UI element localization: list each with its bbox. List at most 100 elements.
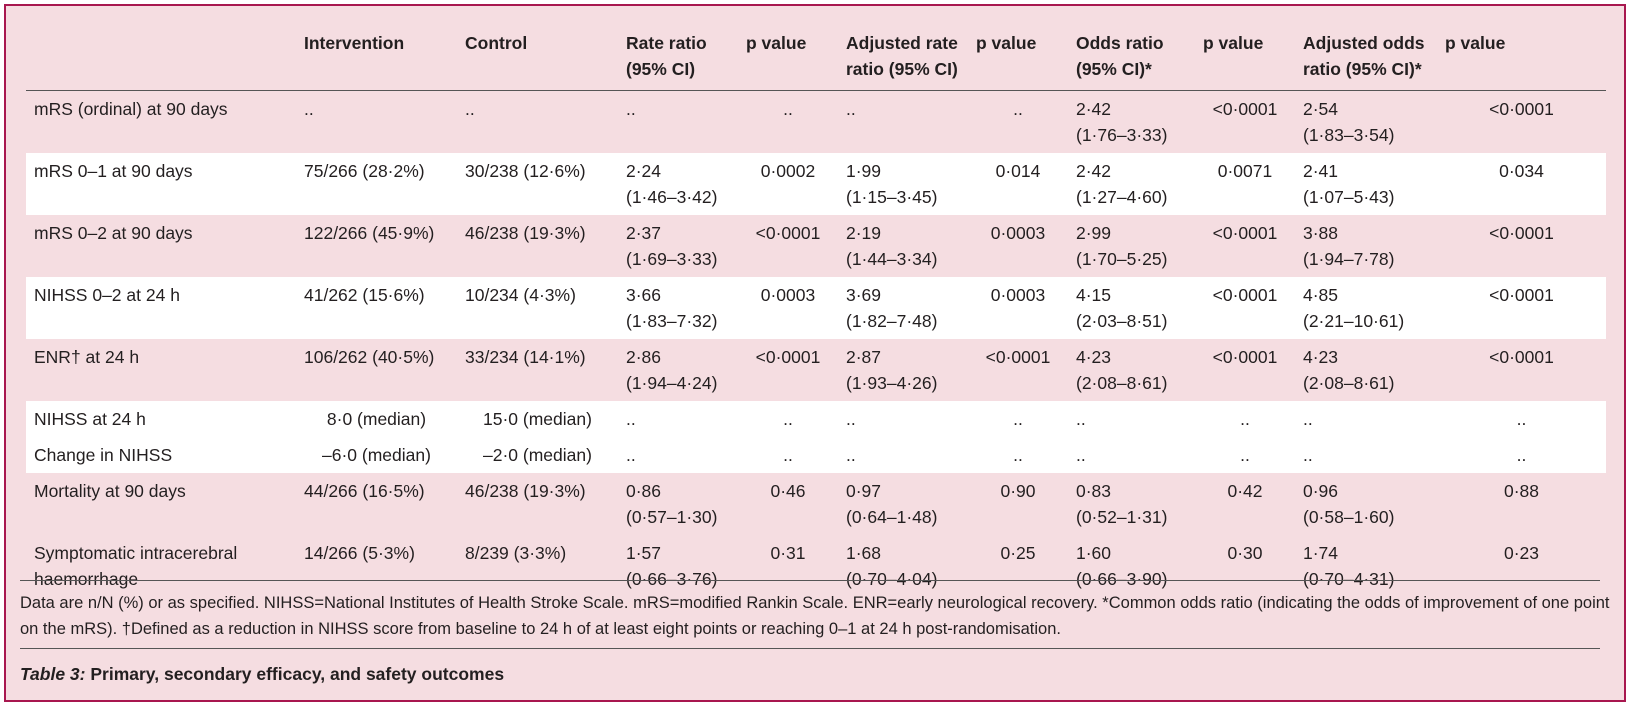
- cell-rr-p-value: 0·31: [770, 543, 806, 563]
- header-control: Control: [457, 14, 618, 91]
- cell-outcome: mRS 0–1 at 90 days: [26, 153, 296, 215]
- cell-rate-ratio: 2·24 (1·46–3·42): [618, 153, 738, 215]
- cell-control: 8/239 (3·3%): [465, 543, 567, 563]
- cell-rr-p-value: 0·0002: [738, 153, 838, 215]
- cell-outcome: Symptomatic intracerebral haemorrhage: [34, 543, 238, 589]
- table-row: ENR† at 24 h 106/262 (40·5%) 33/234 (14·1%…: [26, 339, 1606, 401]
- cell-aor-p-value: ..: [1437, 401, 1606, 437]
- cell-arr-p-value: 0·25: [1000, 543, 1036, 563]
- header-rate-ratio: Rate ratio (95% CI): [618, 14, 738, 91]
- cell-rate-ratio: 1·57 (0·66–3·76): [626, 543, 718, 589]
- cell-outcome: mRS (ordinal) at 90 days: [34, 99, 228, 119]
- header-rr-p-value: p value: [738, 14, 838, 91]
- cell-intervention: 41/262 (15·6%): [296, 277, 457, 339]
- table-row: mRS 0–1 at 90 days 75/266 (28·2%) 30/238 (…: [26, 153, 1606, 215]
- cell-outcome: Change in NIHSS: [26, 437, 296, 473]
- cell-arr-p-value: 0·0003: [990, 223, 1046, 243]
- cell-odds-ratio: 2·42 (1·76–3·33): [1076, 99, 1168, 145]
- cell-adjusted-rate-ratio: 1·68 (0·70–4·04): [846, 543, 938, 589]
- cell-rr-p-value: ..: [783, 99, 793, 119]
- cell-rate-ratio: ..: [626, 99, 636, 119]
- cell-rate-ratio: 2·86 (1·94–4·24): [626, 347, 718, 393]
- cell-outcome: Mortality at 90 days: [34, 481, 186, 501]
- cell-aor-p-value: <0·0001: [1489, 347, 1554, 367]
- cell-aor-p-value: 0·23: [1503, 543, 1540, 563]
- header-adjusted-rate-ratio: Adjusted rate ratio (95% CI): [838, 14, 968, 91]
- cell-control: 30/238 (12·6%): [457, 153, 618, 215]
- cell-control: 46/238 (19·3%): [465, 481, 586, 501]
- cell-adjusted-odds-ratio: ..: [1295, 401, 1437, 437]
- cell-arr-p-value: ..: [1013, 99, 1023, 119]
- table-row: NIHSS 0–2 at 24 h 41/262 (15·6%) 10/234 (4…: [26, 277, 1606, 339]
- cell-rr-p-value: ..: [738, 401, 838, 437]
- cell-adjusted-rate-ratio: 2·19 (1·44–3·34): [846, 223, 938, 269]
- cell-arr-p-value: 0·90: [1000, 481, 1036, 501]
- cell-odds-ratio: 1·60 (0·66–3·90): [1076, 543, 1168, 589]
- cell-control: ..: [465, 99, 475, 119]
- cell-rr-p-value: <0·0001: [755, 223, 821, 243]
- cell-control: –2·0 (median): [457, 437, 618, 473]
- caption-rule: [20, 648, 1600, 649]
- header-row: Intervention Control Rate ratio (95% CI) …: [26, 14, 1606, 91]
- cell-odds-ratio: ..: [1068, 401, 1195, 437]
- cell-rate-ratio: ..: [618, 401, 738, 437]
- cell-rate-ratio: 0·86 (0·57–1·30): [626, 481, 718, 527]
- table-row: Change in NIHSS –6·0 (median) –2·0 (median…: [26, 437, 1606, 473]
- cell-adjusted-odds-ratio: ..: [1295, 437, 1437, 473]
- cell-adjusted-rate-ratio: ..: [838, 437, 968, 473]
- cell-rr-p-value: <0·0001: [755, 347, 821, 367]
- cell-odds-ratio: 2·99 (1·70–5·25): [1076, 223, 1168, 269]
- cell-adjusted-rate-ratio: 1·99 (1·15–3·45): [838, 153, 968, 215]
- cell-outcome: mRS 0–2 at 90 days: [34, 223, 193, 243]
- caption-number: Table 3:: [20, 664, 86, 684]
- cell-adjusted-odds-ratio: 2·54 (1·83–3·54): [1303, 99, 1395, 145]
- header-odds-ratio: Odds ratio (95% CI)*: [1068, 14, 1195, 91]
- cell-odds-ratio: 4·15 (2·03–8·51): [1068, 277, 1195, 339]
- cell-rate-ratio: 2·37 (1·69–3·33): [626, 223, 718, 269]
- cell-odds-ratio: 0·83 (0·52–1·31): [1076, 481, 1168, 527]
- outcomes-table: Intervention Control Rate ratio (95% CI) …: [26, 14, 1606, 597]
- cell-intervention: 122/266 (45·9%): [304, 223, 435, 243]
- cell-control: 33/234 (14·1%): [465, 347, 586, 367]
- cell-control: 46/238 (19·3%): [465, 223, 586, 243]
- cell-adjusted-rate-ratio: 2·87 (1·93–4·26): [846, 347, 938, 393]
- header-adjusted-odds-ratio: Adjusted odds ratio (95% CI)*: [1295, 14, 1437, 91]
- cell-rr-p-value: 0·0003: [738, 277, 838, 339]
- cell-intervention: –6·0 (median): [296, 437, 457, 473]
- cell-adjusted-rate-ratio: 3·69 (1·82–7·48): [838, 277, 968, 339]
- cell-odds-ratio: 4·23 (2·08–8·61): [1076, 347, 1168, 393]
- cell-intervention: ..: [304, 99, 314, 119]
- cell-or-p-value: <0·0001: [1212, 99, 1278, 119]
- caption-text: Primary, secondary efficacy, and safety …: [90, 664, 505, 684]
- cell-aor-p-value: <0·0001: [1489, 99, 1554, 119]
- cell-or-p-value: 0·42: [1227, 481, 1263, 501]
- cell-arr-p-value: 0·014: [968, 153, 1068, 215]
- cell-or-p-value: <0·0001: [1212, 223, 1278, 243]
- cell-aor-p-value: 0·034: [1437, 153, 1606, 215]
- cell-arr-p-value: ..: [968, 401, 1068, 437]
- cell-arr-p-value: 0·0003: [968, 277, 1068, 339]
- cell-intervention: 8·0 (median): [296, 401, 457, 437]
- cell-rr-p-value: ..: [738, 437, 838, 473]
- header-aor-p-value: p value: [1437, 14, 1606, 91]
- cell-control: 15·0 (median): [457, 401, 618, 437]
- cell-control: 10/234 (4·3%): [457, 277, 618, 339]
- cell-intervention: 75/266 (28·2%): [296, 153, 457, 215]
- table-body: mRS (ordinal) at 90 days............ 2·42…: [26, 91, 1606, 598]
- cell-or-p-value: ..: [1195, 437, 1295, 473]
- table-panel: Intervention Control Rate ratio (95% CI) …: [4, 4, 1626, 702]
- table-row: mRS (ordinal) at 90 days............ 2·42…: [26, 91, 1606, 154]
- cell-rate-ratio: 3·66 (1·83–7·32): [618, 277, 738, 339]
- cell-or-p-value: 0·30: [1227, 543, 1263, 563]
- cell-aor-p-value: ..: [1437, 437, 1606, 473]
- header-outcome: [26, 14, 296, 91]
- cell-intervention: 44/266 (16·5%): [304, 481, 425, 501]
- table-row: NIHSS at 24 h 8·0 (median) 15·0 (median)..…: [26, 401, 1606, 437]
- table-row: Mortality at 90 days 44/266 (16·5%) 46/238…: [26, 473, 1606, 535]
- table-row: Symptomatic intracerebral haemorrhage 14/2…: [26, 535, 1606, 597]
- cell-odds-ratio: ..: [1068, 437, 1195, 473]
- cell-or-p-value: <0·0001: [1195, 277, 1295, 339]
- cell-outcome: NIHSS at 24 h: [26, 401, 296, 437]
- cell-adjusted-rate-ratio: ..: [838, 401, 968, 437]
- cell-adjusted-odds-ratio: 4·23 (2·08–8·61): [1303, 347, 1395, 393]
